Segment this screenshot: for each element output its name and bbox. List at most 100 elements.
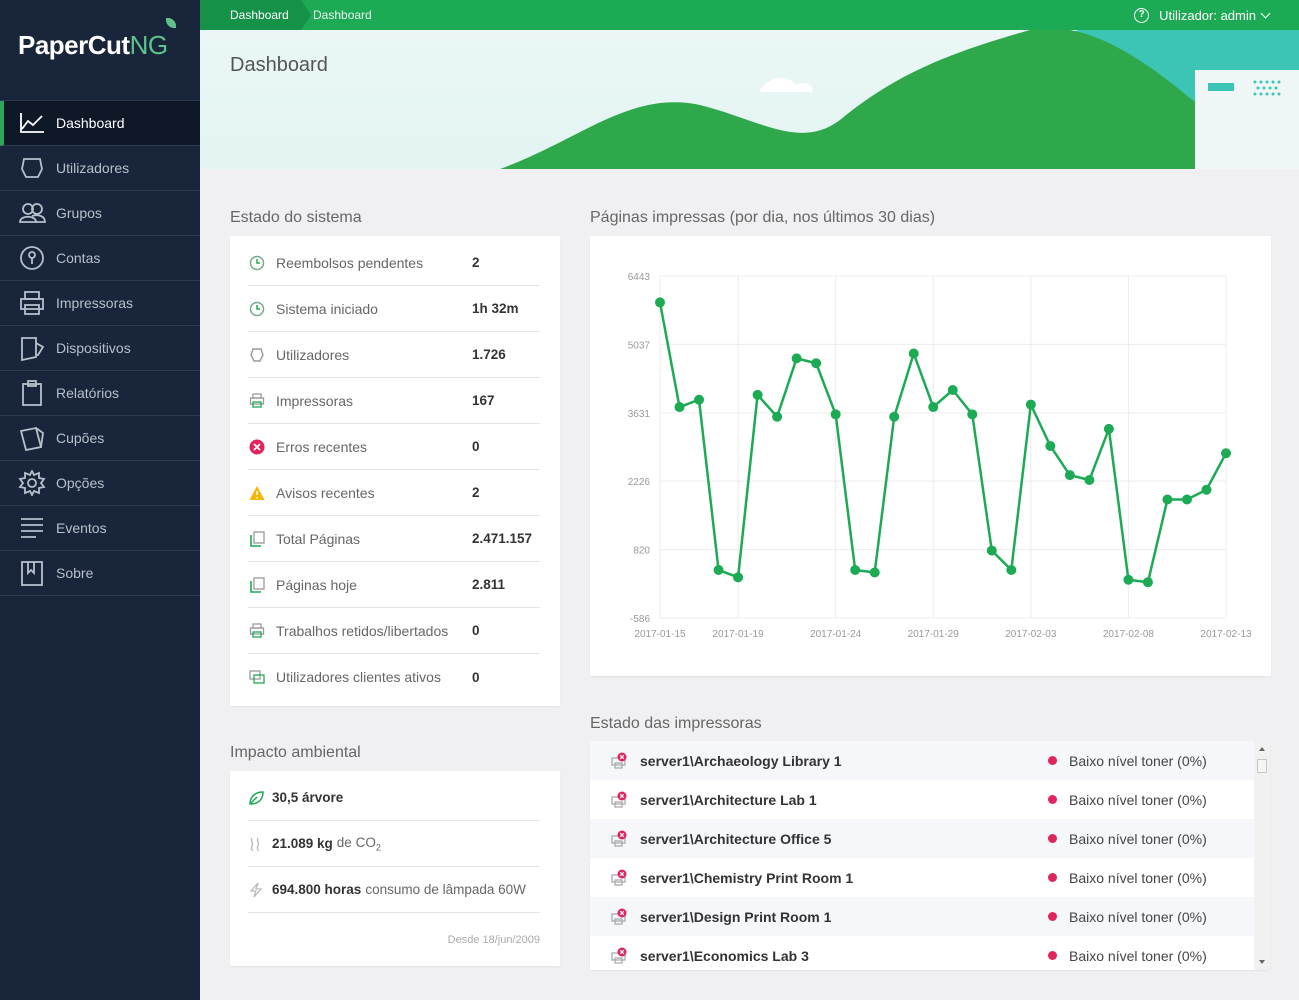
data-point bbox=[1162, 494, 1173, 505]
sidebar-item-relatorios[interactable]: Relatórios bbox=[0, 371, 200, 416]
sidebar-item-opcoes[interactable]: Opções bbox=[0, 461, 200, 506]
group-icon bbox=[19, 203, 46, 223]
sidebar-item-grupos[interactable]: Grupos bbox=[0, 191, 200, 236]
help-icon[interactable]: ? bbox=[1134, 8, 1150, 23]
sidebar-item-cupoes[interactable]: Cupões bbox=[0, 416, 200, 461]
printer-row[interactable]: server1\Chemistry Print Room 1 Baixo nív… bbox=[590, 858, 1254, 897]
printer-icon bbox=[20, 291, 44, 315]
status-row[interactable]: Trabalhos retidos/libertados 0 bbox=[248, 608, 540, 654]
sidebar-nav: Dashboard Utilizadores Grupos Contas Imp… bbox=[0, 100, 200, 596]
printer-list: server1\Archaeology Library 1 Baixo níve… bbox=[590, 741, 1254, 970]
pages-icon bbox=[248, 530, 266, 548]
data-point bbox=[713, 565, 724, 576]
data-point bbox=[1084, 475, 1095, 486]
status-row[interactable]: Impressoras 167 bbox=[248, 378, 540, 424]
top-bar: Dashboard Dashboard ? Utilizador: admin bbox=[200, 0, 1299, 30]
papercut-logo[interactable]: PaperCutNG bbox=[18, 18, 176, 61]
scroll-down-icon[interactable] bbox=[1259, 960, 1265, 964]
printer-error-icon bbox=[611, 752, 627, 769]
printer-status-card: server1\Archaeology Library 1 Baixo níve… bbox=[590, 741, 1270, 970]
device-icon bbox=[21, 337, 45, 361]
monitor-icon bbox=[248, 668, 266, 686]
sidebar-item-label: Grupos bbox=[56, 205, 102, 221]
page-banner: Dashboard bbox=[200, 30, 1299, 169]
printer-row[interactable]: server1\Economics Lab 3 Baixo nível tone… bbox=[590, 936, 1254, 970]
printer-error-icon bbox=[611, 947, 627, 964]
sidebar-item-label: Eventos bbox=[56, 520, 107, 536]
status-value: 0 bbox=[472, 669, 480, 685]
sidebar-item-label: Opções bbox=[56, 475, 105, 491]
printers-title: Estado das impressoras bbox=[590, 715, 762, 732]
printer-name[interactable]: server1\Architecture Office 5 bbox=[640, 830, 832, 847]
data-point bbox=[869, 567, 880, 578]
printer-icon bbox=[248, 622, 266, 640]
printer-status: Baixo nível toner (0%) bbox=[1069, 791, 1207, 808]
clock-icon bbox=[248, 254, 266, 272]
printer-name[interactable]: server1\Economics Lab 3 bbox=[640, 947, 809, 964]
status-value: 2 bbox=[472, 485, 480, 500]
printer-error-icon bbox=[611, 830, 627, 847]
sidebar-item-utilizadores[interactable]: Utilizadores bbox=[0, 146, 200, 191]
breadcrumb-home[interactable]: Dashboard bbox=[200, 0, 311, 30]
sidebar-item-eventos[interactable]: Eventos bbox=[0, 506, 200, 551]
status-row[interactable]: Utilizadores clientes ativos 0 bbox=[248, 654, 540, 700]
printer-row[interactable]: server1\Architecture Office 5 Baixo níve… bbox=[590, 819, 1254, 858]
sidebar-item-sobre[interactable]: Sobre bbox=[0, 551, 200, 596]
user-menu[interactable]: ? Utilizador: admin bbox=[1134, 0, 1271, 31]
status-row[interactable]: Sistema iniciado 1h 32m bbox=[248, 286, 540, 332]
status-value: 2.471.157 bbox=[472, 531, 533, 546]
printer-status: Baixo nível toner (0%) bbox=[1069, 947, 1207, 964]
status-label: Utilizadores clientes ativos bbox=[276, 669, 441, 685]
data-point bbox=[1103, 423, 1114, 434]
clock-icon bbox=[248, 300, 266, 318]
status-dot bbox=[1048, 756, 1057, 765]
printer-name[interactable]: server1\Design Print Room 1 bbox=[640, 908, 832, 925]
scrollbar-thumb[interactable] bbox=[1257, 759, 1267, 773]
sidebar-item-dispositivos[interactable]: Dispositivos bbox=[0, 326, 200, 371]
printer-row[interactable]: server1\Architecture Lab 1 Baixo nível t… bbox=[590, 780, 1254, 819]
status-row[interactable]: Erros recentes 0 bbox=[248, 424, 540, 470]
sidebar-item-dashboard[interactable]: Dashboard bbox=[0, 101, 200, 146]
printer-name[interactable]: server1\Archaeology Library 1 bbox=[640, 752, 842, 769]
scroll-up-icon[interactable] bbox=[1259, 747, 1265, 751]
status-row[interactable]: Avisos recentes 2 bbox=[248, 470, 540, 516]
status-row[interactable]: Utilizadores 1.726 bbox=[248, 332, 540, 378]
data-point bbox=[986, 545, 997, 556]
status-row[interactable]: Total Páginas 2.471.157 bbox=[248, 516, 540, 562]
printer-name[interactable]: server1\Architecture Lab 1 bbox=[640, 791, 817, 808]
user-icon bbox=[21, 158, 43, 178]
env-co2-value: 21.089 kg bbox=[272, 836, 333, 851]
y-tick-label: 5037 bbox=[628, 340, 651, 351]
printer-name[interactable]: server1\Chemistry Print Room 1 bbox=[640, 869, 854, 886]
status-row[interactable]: Páginas hoje 2.811 bbox=[248, 562, 540, 608]
x-tick-label: 2017-01-24 bbox=[810, 629, 862, 640]
page-title: Dashboard bbox=[230, 54, 328, 76]
printer-list-scrollbar[interactable] bbox=[1254, 741, 1270, 970]
data-point bbox=[1123, 574, 1134, 585]
status-value: 2 bbox=[472, 255, 480, 270]
env-hours-row: 694.800 horas consumo de lâmpada 60W bbox=[248, 867, 540, 913]
chart-line-icon bbox=[20, 113, 44, 133]
printer-error-icon bbox=[611, 869, 627, 886]
status-row[interactable]: Reembolsos pendentes 2 bbox=[248, 240, 540, 286]
bookmark-icon bbox=[21, 561, 43, 586]
printer-row[interactable]: server1\Design Print Room 1 Baixo nível … bbox=[590, 897, 1254, 936]
user-icon bbox=[248, 346, 266, 364]
status-label: Utilizadores bbox=[276, 346, 350, 363]
data-point bbox=[1045, 440, 1056, 451]
sidebar-item-impressoras[interactable]: Impressoras bbox=[0, 281, 200, 326]
data-point bbox=[830, 409, 841, 420]
printer-row[interactable]: server1\Archaeology Library 1 Baixo níve… bbox=[590, 741, 1254, 780]
data-point bbox=[889, 411, 900, 422]
y-tick-label: -586 bbox=[630, 614, 650, 625]
sidebar-item-label: Cupões bbox=[56, 430, 105, 446]
list-icon bbox=[21, 518, 43, 538]
user-label: Utilizador: admin bbox=[1159, 8, 1256, 23]
printer-status: Baixo nível toner (0%) bbox=[1069, 830, 1207, 847]
data-point bbox=[1201, 484, 1212, 495]
status-value: 2.811 bbox=[472, 577, 506, 592]
printer-error-icon bbox=[611, 791, 627, 808]
data-point bbox=[928, 402, 939, 413]
sidebar-item-contas[interactable]: Contas bbox=[0, 236, 200, 281]
mountain-illustration bbox=[500, 30, 1299, 169]
